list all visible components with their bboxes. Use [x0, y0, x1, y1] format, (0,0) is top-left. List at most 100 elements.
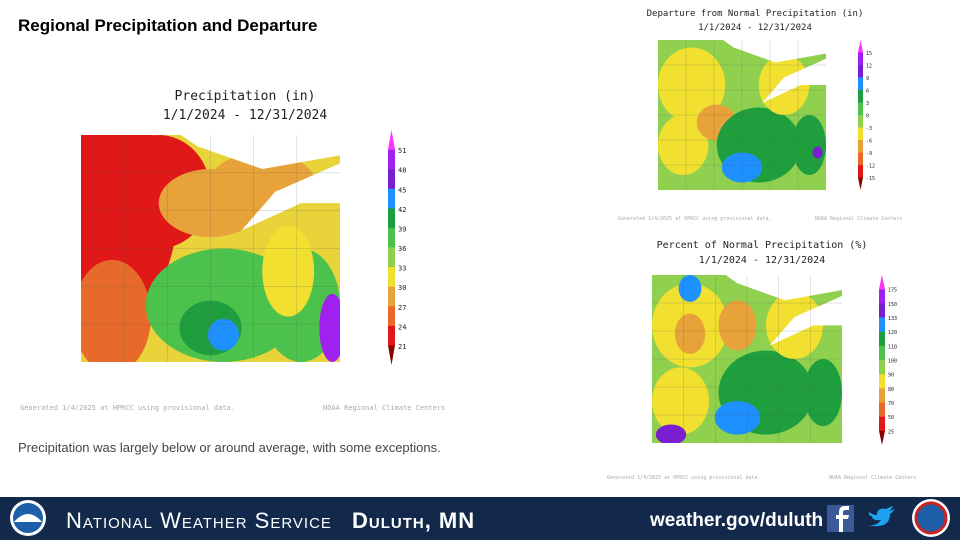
- colorbar-label: 50: [888, 415, 894, 421]
- map-region: [718, 300, 757, 351]
- colorbar-label: 133: [888, 316, 897, 322]
- colorbar-label: -12: [866, 164, 875, 170]
- colorbar-label: 90: [888, 373, 894, 379]
- colorbar-label: -15: [866, 176, 875, 182]
- map-title: Departure from Normal Precipitation (in): [647, 9, 864, 19]
- colorbar-cap: [879, 275, 885, 290]
- twitter-icon[interactable]: [866, 506, 895, 527]
- colorbar-label: 120: [888, 330, 897, 336]
- colorbar-label: 100: [888, 359, 897, 365]
- lake-superior: [241, 163, 340, 231]
- colorbar-label: 33: [398, 265, 406, 273]
- lake-superior: [769, 296, 842, 346]
- map-panel: Departure from Normal Precipitation (in)…: [618, 9, 902, 222]
- credit-left: Generated 1/4/2025 at HPRCC using provis…: [20, 404, 235, 412]
- colorbar-label: 9: [866, 76, 869, 82]
- colorbar-segment: [388, 208, 395, 229]
- colorbar-label: 48: [398, 167, 406, 175]
- colorbar-segment: [388, 169, 395, 190]
- colorbar-label: 42: [398, 206, 406, 214]
- office-name: Duluth, MN: [352, 508, 475, 533]
- colorbar-label: -3: [866, 126, 872, 132]
- credit-right: NOAA Regional Climate Centers: [829, 475, 916, 481]
- colorbar-segment: [879, 303, 885, 318]
- map-region: [674, 313, 706, 354]
- map-image: [652, 275, 842, 443]
- map-region: [207, 318, 239, 351]
- lake-superior: [762, 58, 826, 103]
- facebook-glyph: [836, 506, 849, 532]
- map-period: 1/1/2024 - 12/31/2024: [699, 255, 825, 266]
- map-period: 1/1/2024 - 12/31/2024: [698, 23, 812, 33]
- map-period: 1/1/2024 - 12/31/2024: [163, 108, 328, 123]
- colorbar-cap: [388, 345, 395, 365]
- colorbar-segment: [879, 331, 885, 347]
- colorbar-segment: [879, 416, 885, 432]
- canada: [725, 275, 842, 301]
- colorbar-segment: [858, 102, 863, 116]
- map-region: [319, 293, 340, 362]
- map-title: Precipitation (in): [175, 89, 316, 104]
- colorbar-segment: [879, 317, 885, 333]
- colorbar-segment: [858, 90, 863, 103]
- footer-bar: [0, 497, 960, 540]
- colorbar-cap: [388, 130, 395, 150]
- map-region: [262, 225, 315, 317]
- map-region: [678, 275, 702, 302]
- map-image: [658, 40, 826, 190]
- credit-right: NOAA Regional Climate Centers: [815, 216, 902, 222]
- colorbar-label: 45: [398, 186, 406, 194]
- colorbar-segment: [388, 247, 395, 268]
- nws-logo-inner: [914, 501, 948, 535]
- map-panel: Precipitation (in) 1/1/2024 - 12/31/2024 5…: [20, 89, 445, 412]
- colorbar-segment: [388, 149, 395, 170]
- colorbar-segment: [858, 140, 863, 153]
- colorbar-segment: [388, 286, 395, 307]
- map-region: [792, 115, 826, 175]
- colorbar-label: 15: [866, 51, 872, 57]
- colorbar-segment: [858, 115, 863, 128]
- colorbar-label: 30: [398, 284, 406, 292]
- canada: [180, 135, 340, 170]
- colorbar-segment: [858, 152, 863, 166]
- colorbar-label: 25: [888, 429, 894, 435]
- colorbar-label: 21: [398, 343, 406, 351]
- map-panel: Percent of Normal Precipitation (%) 1/1/2…: [607, 240, 916, 481]
- map-region: [658, 47, 726, 123]
- map-region: [812, 146, 823, 159]
- colorbar-label: -9: [866, 151, 872, 157]
- colorbar-segment: [879, 374, 885, 389]
- footer: National Weather Service Duluth, MN weat…: [0, 497, 960, 540]
- map-region: [714, 401, 761, 435]
- colorbar-segment: [388, 306, 395, 327]
- colorbar-segment: [388, 227, 395, 248]
- colorbar-segment: [858, 65, 863, 78]
- colorbar-segment: [879, 388, 885, 403]
- credit-left: Generated 1/4/2025 at HPRCC using provis…: [607, 475, 761, 481]
- agency-name: National Weather Service: [66, 508, 332, 533]
- colorbar-label: 12: [866, 64, 872, 70]
- colorbar-segment: [388, 325, 395, 346]
- map-region: [652, 367, 709, 435]
- colorbar-segment: [388, 267, 395, 288]
- colorbar-label: 175: [888, 288, 897, 294]
- noaa-logo-bird: [14, 514, 42, 522]
- colorbar-label: 36: [398, 245, 406, 253]
- colorbar-label: 24: [398, 323, 406, 331]
- colorbar-segment: [858, 165, 863, 178]
- colorbar-segment: [879, 402, 885, 418]
- colorbar-cap: [858, 40, 863, 53]
- colorbar-segment: [858, 77, 863, 91]
- map-image: [81, 135, 340, 362]
- map-region: [804, 359, 842, 427]
- map-region: [81, 259, 151, 362]
- colorbar-segment: [879, 345, 885, 361]
- map-region: [655, 424, 687, 443]
- website-url[interactable]: weather.gov/duluth: [649, 510, 823, 531]
- colorbar-label: 27: [398, 304, 406, 312]
- canada: [723, 40, 826, 63]
- colorbar-label: 110: [888, 344, 897, 350]
- colorbar-label: 6: [866, 89, 869, 95]
- caption: Precipitation was largely below or aroun…: [18, 440, 441, 455]
